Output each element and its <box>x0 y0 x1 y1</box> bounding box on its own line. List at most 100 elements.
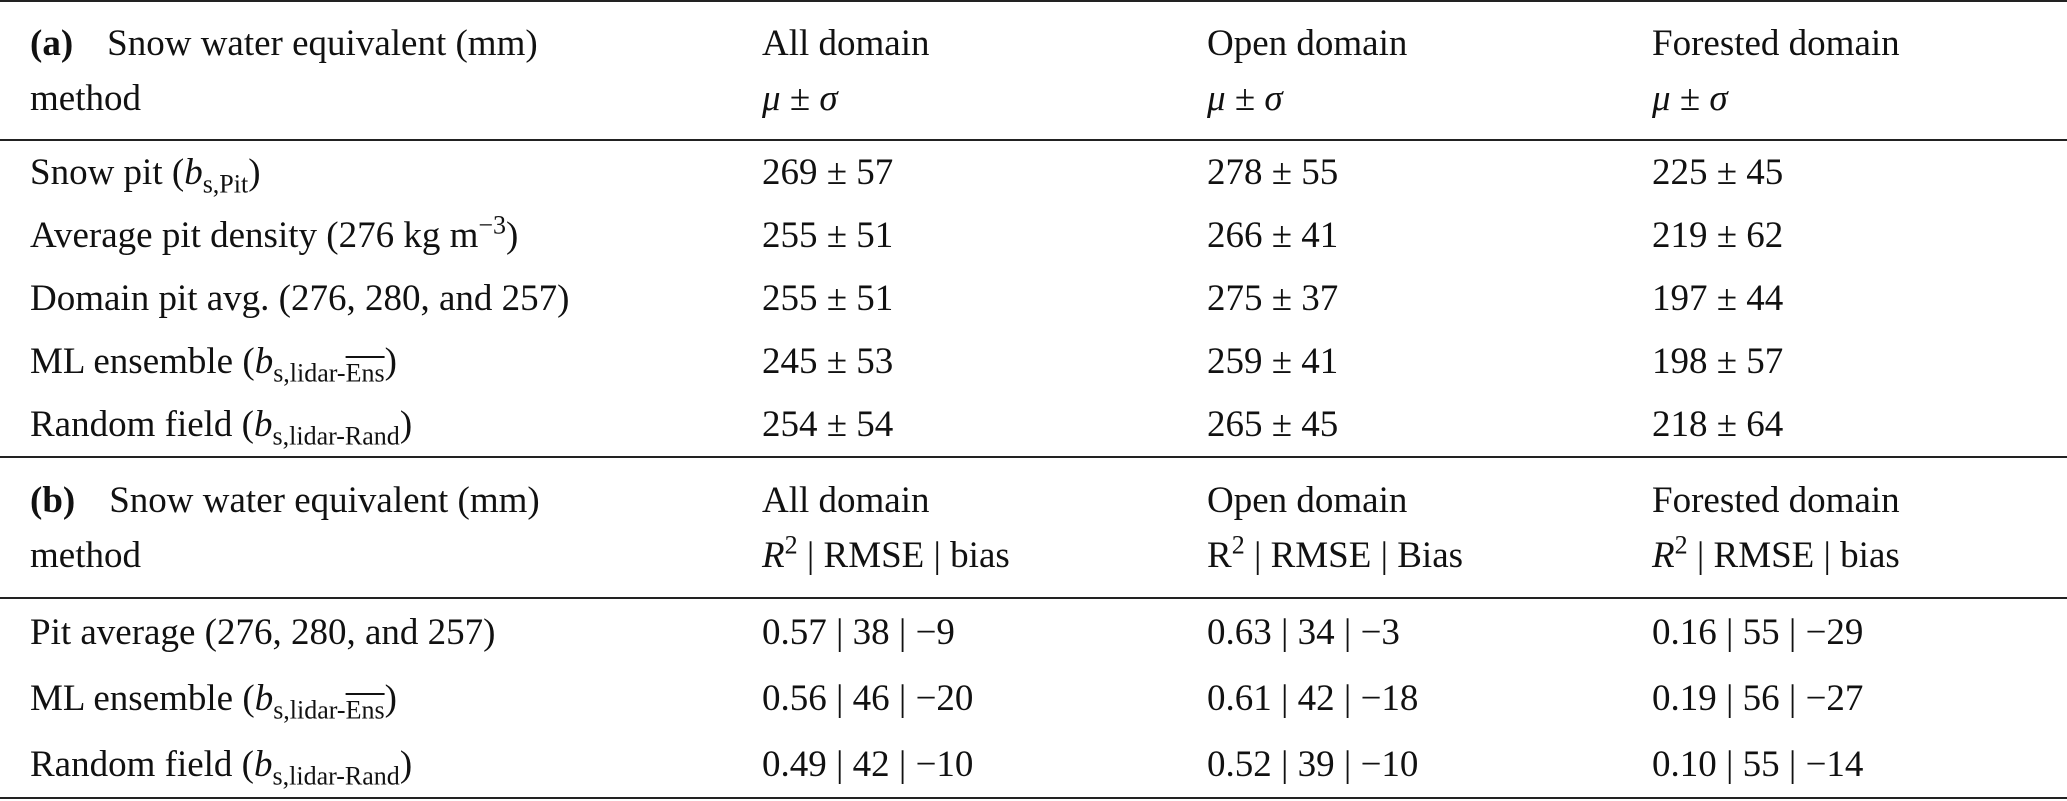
data-row: ML ensemble (bs,lidar-Ens) 245 ± 53 259 ± … <box>0 330 2067 393</box>
header-cell: (a) Snow water equivalent (mm) method <box>0 1 732 141</box>
text: R <box>1207 534 1232 576</box>
text: ) <box>384 677 397 719</box>
text: ) <box>384 341 397 382</box>
row-label: ML ensemble (bs,lidar-Ens) <box>0 665 732 731</box>
header-cell: Forested domain R2 | RMSE | bias <box>1622 456 2067 599</box>
text: Snow pit ( <box>30 152 185 193</box>
value-cell: 0.57 | 38 | −9 <box>762 611 955 653</box>
value-cell: 0.19 | 56 | −27 <box>1652 677 1864 719</box>
italic: R <box>762 534 785 576</box>
text: | RMSE | bias <box>797 534 1010 576</box>
bold: (b) <box>30 479 76 521</box>
text: ) <box>506 215 519 256</box>
header-row: (b) Snow water equivalent (mm) method All d… <box>0 456 2067 599</box>
italic: b <box>254 743 273 785</box>
text: All domain <box>762 22 930 64</box>
cell-line: Forested domain <box>1652 16 2067 71</box>
text: Open domain <box>1207 22 1408 64</box>
text: s,lidar- <box>273 694 346 724</box>
cell-line: method <box>30 71 732 126</box>
value-cell: 245 ± 53 <box>762 341 894 382</box>
italic: μ <box>1207 77 1226 119</box>
italic: b <box>254 677 274 719</box>
overline: Ens <box>345 358 385 388</box>
row-label: Random field (bs,lidar-Rand) <box>0 731 732 798</box>
header-cell: Forested domain μ ± σ <box>1622 1 2067 141</box>
text: Snow water equivalent (mm) <box>107 22 538 64</box>
value-cell: 255 ± 51 <box>762 278 894 319</box>
header-cell: All domain μ ± σ <box>732 1 1177 141</box>
cell-line: μ ± σ <box>762 71 1177 126</box>
text: s,lidar- <box>273 358 346 388</box>
data-row: Domain pit avg. (276, 280, and 257) 255 ±… <box>0 267 2067 330</box>
value-cell: 266 ± 41 <box>1207 215 1339 256</box>
text: Open domain <box>1207 479 1408 521</box>
row-label: ML ensemble (bs,lidar-Ens) <box>0 330 732 393</box>
data-row: ML ensemble (bs,lidar-Ens) 0.56 | 46 | −2… <box>0 665 2067 731</box>
text: | RMSE | Bias <box>1244 534 1464 576</box>
sup: −3 <box>478 210 507 240</box>
row-label: Domain pit avg. (276, 280, and 257) <box>0 267 732 330</box>
text: Pit average (276, 280, and 257) <box>30 611 496 653</box>
sub: s,lidar-Rand <box>272 760 400 790</box>
italic: R <box>1652 534 1675 576</box>
text: Forested domain <box>1652 479 1900 521</box>
cell-line: R2 | RMSE | bias <box>1652 528 2067 583</box>
value-cell: 0.56 | 46 | −20 <box>762 677 974 719</box>
value-cell: 0.61 | 42 | −18 <box>1207 677 1419 719</box>
data-row: Random field (bs,lidar-Rand) 254 ± 54 265 … <box>0 393 2067 457</box>
italic: σ <box>1264 77 1283 119</box>
cell-line: All domain <box>762 473 1177 528</box>
data-row: Snow pit (bs,Pit) 269 ± 57 278 ± 55 225 ± 4… <box>0 140 2067 204</box>
value-cell: 265 ± 45 <box>1207 404 1339 445</box>
cell-line: R2 | RMSE | bias <box>762 528 1177 583</box>
row-label: Average pit density (276 kg m−3) <box>0 204 732 267</box>
italic: σ <box>819 77 838 119</box>
italic: μ <box>1652 77 1671 119</box>
value-cell: 225 ± 45 <box>1652 152 1784 193</box>
value-cell: 278 ± 55 <box>1207 152 1339 193</box>
italic: b <box>184 152 203 193</box>
data-row: Random field (bs,lidar-Rand) 0.49 | 42 | … <box>0 731 2067 798</box>
text: All domain <box>762 479 930 521</box>
overline: Ens <box>345 694 385 724</box>
header-cell: All domain R2 | RMSE | bias <box>732 456 1177 599</box>
value-cell: 0.49 | 42 | −10 <box>762 743 974 785</box>
italic: b <box>254 341 274 382</box>
row-label: Random field (bs,lidar-Rand) <box>0 393 732 457</box>
cell-line: All domain <box>762 16 1177 71</box>
text: ML ensemble ( <box>30 341 255 382</box>
text: method <box>30 534 141 576</box>
value-cell: 255 ± 51 <box>762 215 894 256</box>
cell-line: (b) Snow water equivalent (mm) <box>30 473 732 528</box>
text: ) <box>248 152 261 193</box>
text: ML ensemble ( <box>30 677 255 719</box>
sup: 2 <box>1231 530 1245 560</box>
value-cell: 0.63 | 34 | −3 <box>1207 611 1400 653</box>
value-cell: 0.16 | 55 | −29 <box>1652 611 1864 653</box>
sup: 2 <box>784 530 798 560</box>
text: ± <box>1225 77 1265 119</box>
text: Snow water equivalent (mm) <box>109 479 540 521</box>
cell-line: Open domain <box>1207 16 1622 71</box>
data-row: Pit average (276, 280, and 257) 0.57 | 38… <box>0 598 2067 665</box>
value-cell: 259 ± 41 <box>1207 341 1339 382</box>
text: Forested domain <box>1652 22 1900 64</box>
data-row: Average pit density (276 kg m−3) 255 ± 51… <box>0 204 2067 267</box>
text: ) <box>399 404 413 445</box>
italic: b <box>254 404 273 445</box>
header-cell: Open domain R2 | RMSE | Bias <box>1177 456 1622 599</box>
italic: σ <box>1709 77 1728 119</box>
header-row: (a) Snow water equivalent (mm) method All d… <box>0 1 2067 141</box>
text: ) <box>399 743 413 785</box>
italic: μ <box>762 77 781 119</box>
value-cell: 275 ± 37 <box>1207 278 1339 319</box>
bold: (a) <box>30 22 74 64</box>
value-cell: 254 ± 54 <box>762 404 894 445</box>
sup: 2 <box>1674 530 1688 560</box>
row-label: Snow pit (bs,Pit) <box>0 140 732 204</box>
sub: s,Pit <box>202 169 249 199</box>
sub: s,lidar-Ens <box>273 695 384 724</box>
value-cell: 198 ± 57 <box>1652 341 1784 382</box>
